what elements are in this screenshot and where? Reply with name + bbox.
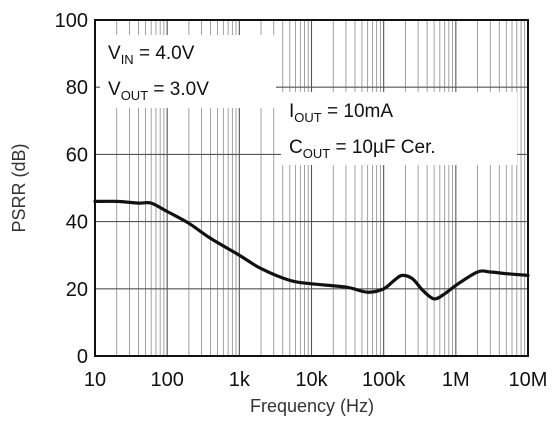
psrr-curve	[93, 199, 530, 301]
iout-annotation: IOUT = 10mA	[289, 101, 393, 125]
x-tick-label: 100k	[362, 369, 406, 391]
y-tick-label: 40	[66, 212, 88, 234]
x-tick-label: 1M	[442, 369, 470, 391]
x-axis-ticks: 10 100 1k 10k 100k 1M 10M	[84, 369, 548, 391]
vin-annotation: VIN = 4.0V	[108, 43, 195, 67]
cout-annotation: COUT = 10µF Cer.	[289, 137, 436, 161]
y-tick-label: 20	[66, 279, 88, 301]
y-tick-label: 60	[66, 144, 88, 166]
y-tick-label: 80	[66, 77, 88, 99]
x-tick-label: 1k	[229, 369, 251, 391]
x-tick-label: 100	[150, 369, 183, 391]
x-tick-label: 10	[84, 369, 106, 391]
x-tick-label: 10M	[509, 369, 548, 391]
plot-frame	[94, 19, 529, 357]
y-tick-label: 0	[77, 346, 88, 368]
vout-annotation: VOUT = 3.0V	[108, 79, 209, 103]
x-axis-label: Frequency (Hz)	[250, 396, 374, 416]
x-tick-label: 10k	[295, 369, 328, 391]
series-layer	[93, 199, 530, 301]
vin-vout-annotation-box: VIN = 4.0V VOUT = 3.0V	[100, 35, 276, 108]
iout-cout-annotation-box: IOUT = 10mA COUT = 10µF Cer.	[281, 92, 517, 165]
y-tick-label: 100	[55, 10, 88, 32]
y-axis-label: PSRR (dB)	[9, 143, 29, 232]
y-axis-ticks: 0 20 40 60 80 100	[55, 10, 88, 368]
